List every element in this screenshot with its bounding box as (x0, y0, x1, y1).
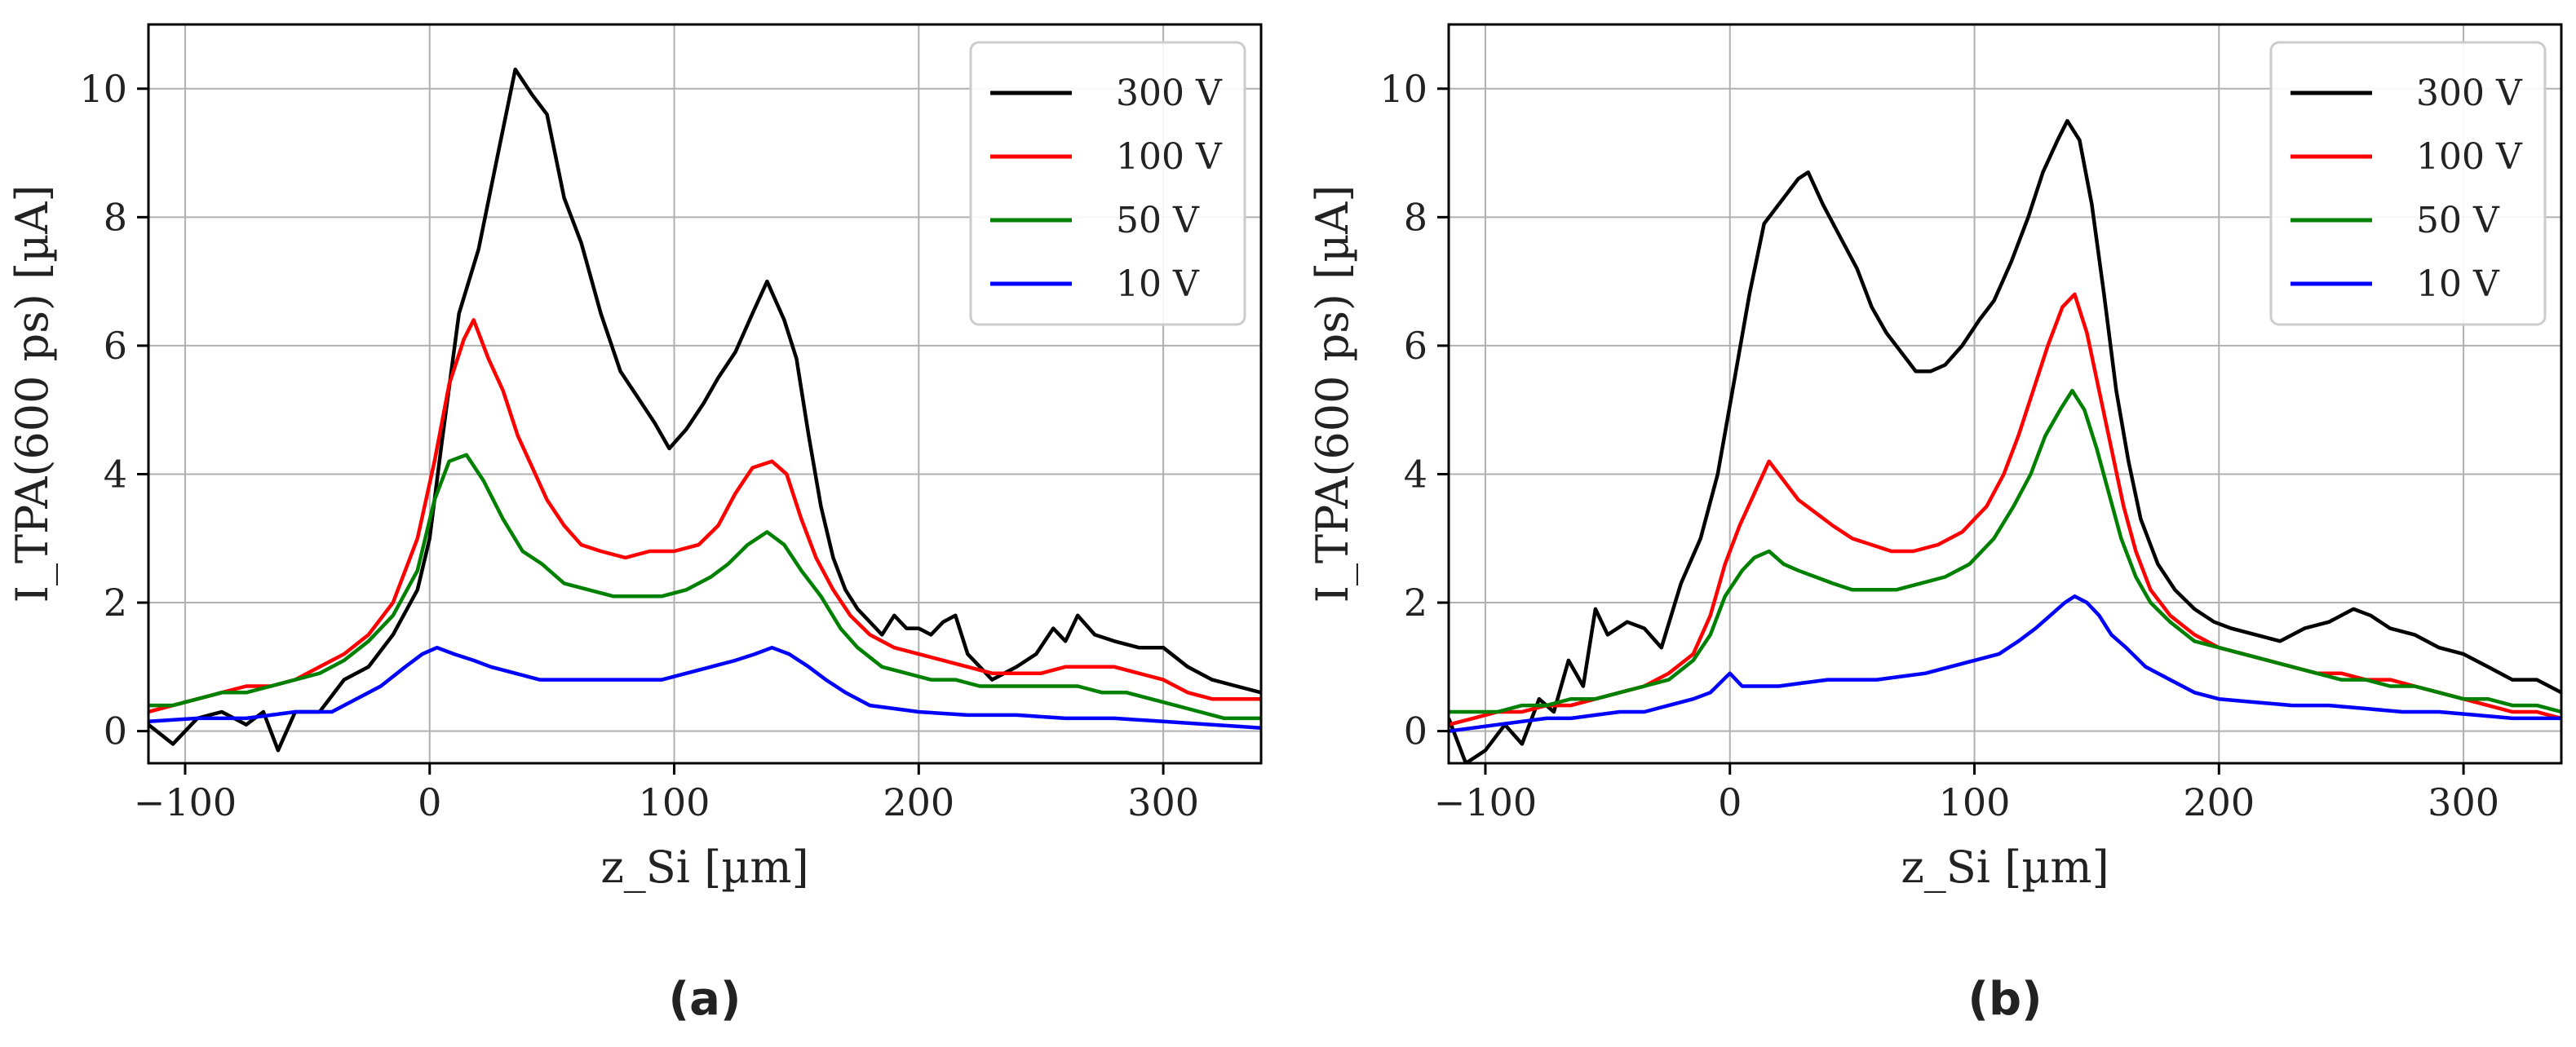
x-axis-label-a: z_Si [µm] (600, 842, 808, 893)
series-line-10-v-a (148, 645, 1261, 730)
x-tick-label-a: 0 (418, 780, 441, 824)
series-line-50-v-a (148, 453, 1261, 721)
y-tick-label-b: 6 (1404, 324, 1427, 368)
series-group-b (1449, 118, 2561, 763)
y-tick-label-a: 6 (104, 324, 127, 368)
x-tick-label-b: 100 (1939, 780, 2011, 824)
legend-box-b (2269, 41, 2547, 326)
axes-frame-b (1447, 23, 2563, 765)
legend-b: 300 V 100 V 50 V 10 V (2269, 41, 2547, 326)
series-line-300-v-b (1449, 118, 2561, 763)
y-tick-label-a: 4 (104, 452, 127, 496)
legend-label-10-v-a: 10 V (1116, 263, 1200, 305)
legend-label-50-v-a: 50 V (1116, 200, 1200, 241)
legend-label-300-v-b: 300 V (2416, 73, 2523, 114)
x-tick-label-a: 200 (883, 780, 954, 824)
y-tick-label-b: 0 (1404, 709, 1427, 753)
series-line-300-v-a (148, 67, 1261, 753)
y-tick-label-a: 0 (104, 709, 127, 753)
y-axis-label-a: I_TPA(600 ps) [µA] (7, 185, 58, 603)
panel-label-a: (a) (669, 973, 741, 1026)
series-line-10-v-b (1449, 594, 2561, 733)
y-tick-label-a: 8 (104, 195, 127, 239)
y-tick-label-b: 8 (1404, 195, 1427, 239)
x-tick-label-b: 300 (2428, 780, 2499, 824)
x-tick-label-a: 300 (1127, 780, 1199, 824)
y-tick-label-a: 2 (104, 581, 127, 625)
x-tick-label-b: 200 (2183, 780, 2255, 824)
x-tick-label-a: −100 (134, 780, 237, 824)
y-tick-label-b: 4 (1404, 452, 1427, 496)
axes-frame-a (147, 23, 1263, 765)
legend-label-100-v-a: 100 V (1116, 136, 1223, 178)
y-tick-label-a: 10 (79, 67, 127, 111)
legend-label-100-v-b: 100 V (2416, 136, 2523, 178)
series-line-100-v-b (1449, 292, 2561, 727)
legend-box-a (969, 41, 1246, 326)
series-line-100-v-a (148, 318, 1261, 714)
x-tick-label-b: −100 (1434, 780, 1537, 824)
legend-label-10-v-b: 10 V (2416, 263, 2500, 305)
series-line-50-v-b (1449, 388, 2561, 714)
legend-a: 300 V 100 V 50 V 10 V (969, 41, 1246, 326)
legend-label-300-v-a: 300 V (1116, 73, 1223, 114)
x-tick-label-a: 100 (639, 780, 710, 824)
series-group-a (148, 67, 1261, 753)
panel-label-b: (b) (1967, 973, 2042, 1026)
x-axis-label-b: z_Si [µm] (1901, 842, 2109, 893)
y-tick-label-b: 10 (1379, 67, 1427, 111)
y-axis-label-b: I_TPA(600 ps) [µA] (1307, 185, 1358, 603)
x-tick-label-b: 0 (1718, 780, 1742, 824)
legend-label-50-v-b: 50 V (2416, 200, 2500, 241)
y-tick-label-b: 2 (1404, 581, 1427, 625)
